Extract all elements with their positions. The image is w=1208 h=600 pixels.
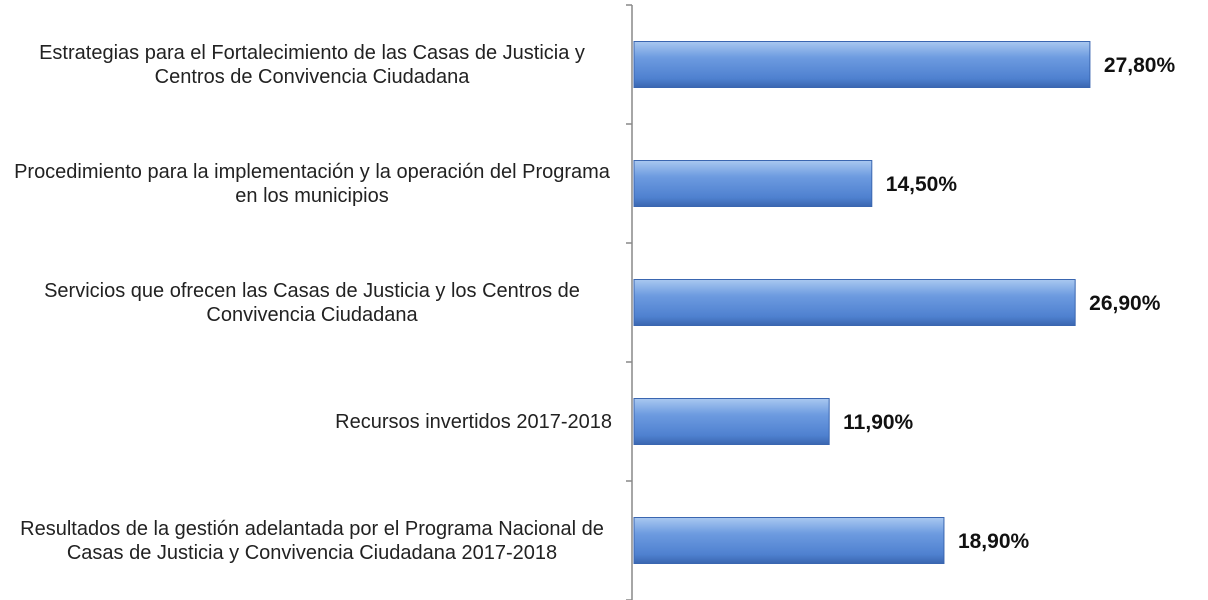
bar [633,517,945,564]
value-label: 26,90% [1089,292,1161,315]
value-label: 11,90% [843,411,913,434]
category-label-box: Recursos invertidos 2017-2018 [12,362,612,481]
value-label: 27,80% [1104,54,1176,77]
category-label: Recursos invertidos 2017-2018 [335,410,612,433]
category-label-box: Servicios que ofrecen las Casas de Justi… [12,243,612,362]
bar [633,279,1076,326]
value-label: 18,90% [958,530,1030,553]
value-label: 14,50% [886,173,958,196]
category-label-box: Resultados de la gestión adelantada por … [12,481,612,600]
category-label-box: Estrategias para el Fortalecimiento de l… [12,5,612,124]
category-label: Estrategias para el Fortalecimiento de l… [39,41,585,88]
category-label: Procedimiento para la implementación y l… [14,160,610,207]
bar [633,41,1091,88]
category-label-box: Procedimiento para la implementación y l… [12,124,612,243]
bar [633,160,873,207]
bar [633,398,830,445]
category-label: Servicios que ofrecen las Casas de Justi… [44,279,580,326]
category-label: Resultados de la gestión adelantada por … [20,517,604,564]
